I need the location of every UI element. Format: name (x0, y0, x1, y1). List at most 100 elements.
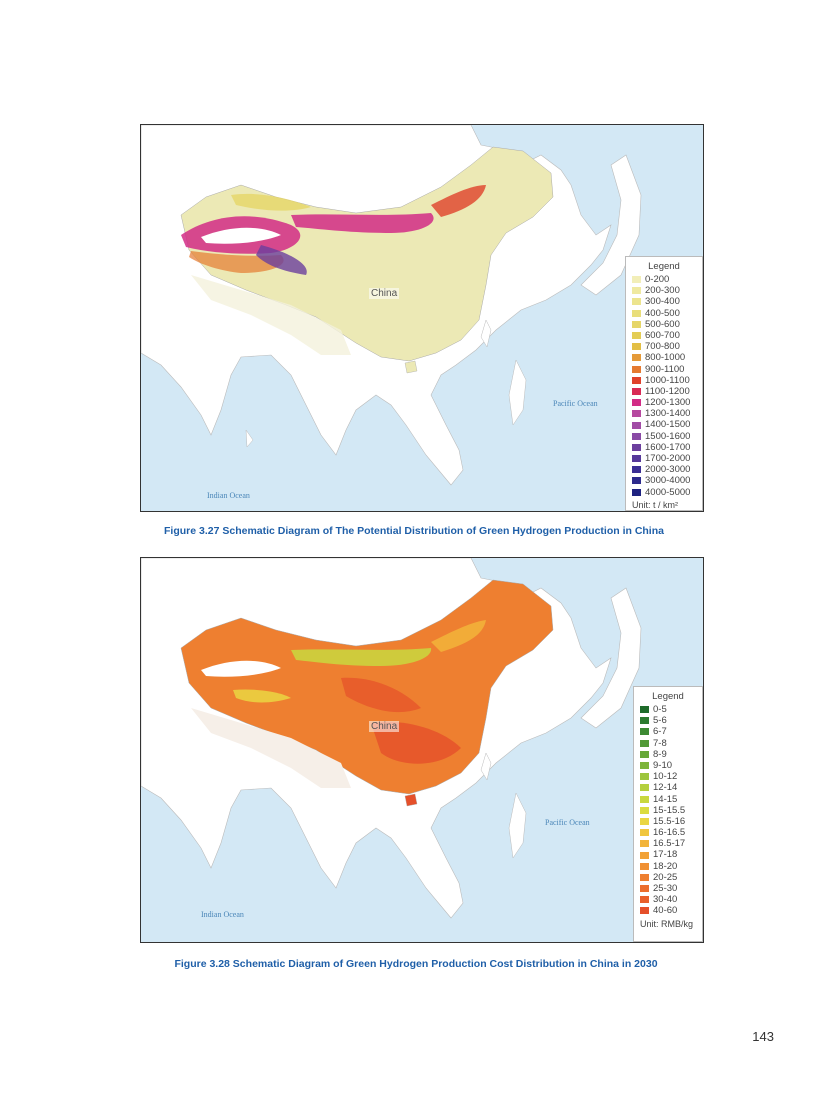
legend-label: 18-20 (653, 860, 678, 872)
legend-label: 8-9 (653, 748, 667, 760)
legend-item: 5-6 (640, 715, 696, 726)
legend-label: 10-12 (653, 771, 678, 783)
legend-label: 40-60 (653, 905, 678, 917)
legend-item: 15-15.5 (640, 805, 696, 816)
legend-swatch (640, 840, 649, 848)
legend-swatch (640, 762, 649, 770)
taiwan-island (480, 319, 492, 348)
taiwan-island (480, 752, 492, 781)
legend-item: 10-12 (640, 771, 696, 782)
legend-swatch (640, 806, 649, 814)
legend-swatch (632, 354, 641, 362)
map-base (141, 558, 642, 919)
legend-label: 15.5-16 (653, 815, 686, 827)
legend-item: 300-400 (632, 296, 696, 307)
legend-swatch (632, 455, 641, 463)
legend-label: 0-200 (645, 274, 670, 285)
legend-item: 17-18 (640, 849, 696, 860)
legend-items: 0-200 200-300 300-400 400-500 500-600 600-700… (632, 274, 696, 498)
legend-item: 400-500 (632, 308, 696, 319)
legend-label: 200-300 (645, 285, 680, 297)
legend-item: 14-15 (640, 794, 696, 805)
map-legend: Legend 0-5 5-6 6-7 7-8 8-9 9-10 10-12 12-14 14-1… (633, 686, 703, 942)
legend-item: 18-20 (640, 861, 696, 872)
legend-swatch (632, 320, 641, 328)
legend-item: 0-5 (640, 704, 696, 715)
legend-swatch (640, 706, 649, 714)
legend-item: 200-300 (632, 285, 696, 296)
legend-swatch (632, 332, 641, 340)
legend-item: 8-9 (640, 749, 696, 760)
legend-label: 15-15.5 (653, 804, 686, 816)
legend-item: 30-40 (640, 894, 696, 905)
legend-label: 700-800 (645, 341, 680, 353)
legend-label: 12-14 (653, 782, 678, 794)
legend-item: 1300-1400 (632, 408, 696, 419)
legend-label: 4000-5000 (645, 486, 691, 498)
legend-swatch (640, 907, 649, 915)
indian-ocean-label: Indian Ocean (207, 491, 250, 500)
legend-swatch (640, 750, 649, 758)
legend-swatch (640, 795, 649, 803)
legend-swatch (632, 432, 641, 440)
legend-unit: Unit: t / km² (632, 499, 679, 510)
legend-item: 16.5-17 (640, 838, 696, 849)
legend-swatch (632, 410, 641, 418)
legend-item: 3000-4000 (632, 475, 696, 486)
legend-label: 1100-1200 (645, 385, 690, 397)
legend-item: 700-800 (632, 341, 696, 352)
legend-item: 800-1000 (632, 352, 696, 363)
legend-label: 800-1000 (645, 352, 686, 364)
legend-label: 1000-1100 (645, 374, 690, 386)
legend-item: 1600-1700 (632, 442, 696, 453)
legend-swatch (632, 399, 641, 407)
legend-swatch (632, 421, 641, 429)
legend-title: Legend (648, 261, 680, 272)
legend-item: 4000-5000 (632, 487, 696, 498)
china-label: China (369, 288, 400, 299)
legend-swatch (632, 376, 641, 384)
legend-item: 1200-1300 (632, 397, 696, 408)
legend-label: 30-40 (653, 894, 678, 906)
legend-item: 500-600 (632, 319, 696, 330)
legend-swatch (632, 309, 641, 317)
legend-label: 1400-1500 (645, 419, 691, 431)
legend-label: 14-15 (653, 793, 678, 805)
figure-caption: Figure 3.28 Schematic Diagram of Green H… (174, 958, 658, 970)
legend-items: 0-5 5-6 6-7 7-8 8-9 9-10 10-12 12-14 14-15 15-15.… (640, 704, 696, 917)
legend-label: 0-5 (653, 704, 667, 715)
legend-item: 16-16.5 (640, 827, 696, 838)
figure-caption: Figure 3.27 Schematic Diagram of The Pot… (164, 525, 664, 537)
legend-item: 15.5-16 (640, 816, 696, 827)
sri-lanka-island (245, 429, 254, 448)
legend-item: 0-200 (632, 274, 696, 285)
legend-swatch (640, 784, 649, 792)
legend-item: 20-25 (640, 872, 696, 883)
legend-swatch (640, 717, 649, 725)
legend-label: 20-25 (653, 871, 678, 883)
legend-swatch (640, 851, 649, 859)
legend-swatch (640, 817, 649, 825)
legend-swatch (632, 477, 641, 485)
legend-swatch (640, 829, 649, 837)
legend-swatch (632, 365, 641, 373)
page-number: 143 (752, 1029, 774, 1044)
pacific-ocean-label: Pacific Ocean (545, 818, 590, 827)
legend-item: 1700-2000 (632, 453, 696, 464)
legend-label: 300-400 (645, 296, 680, 308)
legend-item: 25-30 (640, 883, 696, 894)
legend-label: 600-700 (645, 329, 680, 341)
green-hydrogen-cost-map: China Pacific Ocean Indian Ocean Legend … (140, 557, 704, 943)
legend-label: 5-6 (653, 715, 667, 727)
legend-swatch (640, 862, 649, 870)
legend-label: 1300-1400 (645, 408, 691, 420)
map-base (141, 125, 642, 486)
legend-item: 2000-3000 (632, 464, 696, 475)
legend-label: 16.5-17 (653, 838, 686, 850)
china-label: China (369, 721, 400, 732)
legend-swatch (640, 773, 649, 781)
green-hydrogen-potential-map: China Pacific Ocean Indian Ocean Legend … (140, 124, 704, 512)
legend-item: 6-7 (640, 726, 696, 737)
legend-label: 7-8 (653, 737, 667, 749)
legend-swatch (632, 343, 641, 351)
